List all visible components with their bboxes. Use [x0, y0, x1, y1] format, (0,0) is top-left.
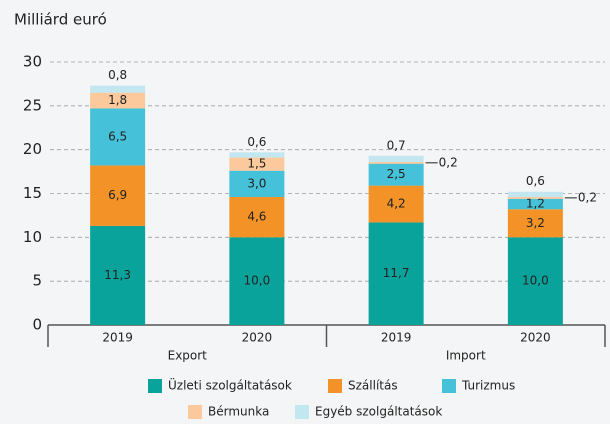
bar-segment [507, 191, 563, 198]
bar-segment [90, 108, 146, 166]
data-label: 1,5 [247, 157, 266, 171]
data-label: 11,3 [104, 268, 131, 282]
bar-segment [229, 237, 285, 325]
legend-swatch [295, 405, 309, 419]
legend-swatch [442, 379, 456, 393]
x-tick-label: 2019 [381, 331, 412, 345]
bar-segment [368, 222, 424, 325]
bar-segment [90, 85, 146, 93]
data-label: 0,6 [247, 135, 266, 149]
y-tick-label: 5 [32, 272, 42, 290]
data-label: 10,0 [522, 274, 549, 288]
data-label: 6,5 [108, 129, 127, 143]
bar-segment [368, 185, 424, 223]
x-tick-label: 2019 [102, 331, 133, 345]
y-tick-label: 20 [23, 140, 42, 158]
legend-label: Üzleti szolgáltatások [168, 377, 292, 393]
bar-segment [368, 155, 424, 162]
bar-segment [507, 197, 563, 199]
legend-label: Szállítás [348, 379, 398, 393]
bar-segment [229, 152, 285, 158]
data-label: 6,9 [108, 188, 127, 202]
data-label: 10,0 [244, 274, 271, 288]
bar-segment [229, 197, 285, 238]
legend-swatch [188, 405, 202, 419]
bar-segment [368, 161, 424, 164]
bar-segment [507, 237, 563, 325]
data-label: 4,6 [247, 210, 266, 224]
y-tick-label: 0 [32, 316, 42, 334]
data-label: 0,2 [439, 155, 458, 169]
data-label: 11,7 [383, 266, 410, 280]
legend-label: Bérmunka [208, 405, 269, 419]
bar-segment [507, 198, 563, 210]
bar-segment [368, 163, 424, 186]
y-axis-label: Milliárd euró [14, 11, 107, 29]
data-label: 2,5 [387, 167, 406, 181]
legend-swatch [328, 379, 342, 393]
y-tick-label: 25 [23, 96, 42, 114]
group-label: Import [446, 349, 486, 363]
legend-swatch [148, 379, 162, 393]
y-tick-label: 10 [23, 228, 42, 246]
data-label: 0,2 [578, 190, 597, 204]
bar-segment [90, 225, 146, 325]
data-label: 3,0 [247, 176, 266, 190]
bar-segment [90, 92, 146, 109]
bar-segment [507, 209, 563, 238]
legend-label: Turizmus [461, 379, 515, 393]
data-label: 1,8 [108, 93, 127, 107]
bar-segment [90, 165, 146, 226]
y-tick-label: 15 [23, 184, 42, 202]
data-label: 1,2 [526, 197, 545, 211]
x-tick-label: 2020 [520, 331, 551, 345]
x-tick-label: 2020 [242, 331, 273, 345]
data-label: 0,7 [387, 138, 406, 152]
data-label: 0,6 [526, 174, 545, 188]
legend-label: Egyéb szolgáltatások [315, 405, 442, 419]
bar-segment [229, 170, 285, 198]
bar-segment [229, 157, 285, 171]
group-label: Export [168, 349, 208, 363]
data-label: 0,8 [108, 68, 127, 82]
y-tick-label: 30 [23, 53, 42, 71]
data-label: 3,2 [526, 216, 545, 230]
data-label: 4,2 [387, 197, 406, 211]
